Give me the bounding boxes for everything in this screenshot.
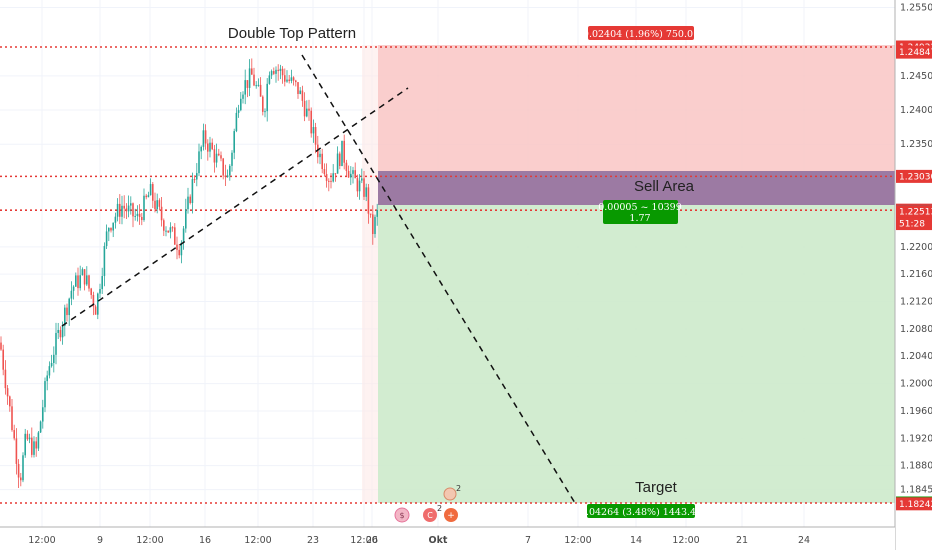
time-tick-0: 12:00 <box>28 535 55 546</box>
price-tick-4: 1.22000 <box>900 242 932 253</box>
time-tick-2: 12:00 <box>136 535 163 546</box>
svg-text:$: $ <box>399 511 404 520</box>
target-zone[interactable] <box>378 205 895 503</box>
time-tick-4: 12:00 <box>244 535 271 546</box>
target-label: Target <box>635 479 678 496</box>
price-axis[interactable]: 1.25500 1.24500 1.24000 1.23500 1.22000 1.216… <box>894 0 932 550</box>
neckline-support-line[interactable] <box>61 87 409 327</box>
price-tag-bg-8 <box>896 497 932 511</box>
price-tick-8: 1.20400 <box>900 351 932 362</box>
time-tick-3: 16 <box>199 535 211 546</box>
time-tick-5: 23 <box>307 535 319 546</box>
pattern-trendlines[interactable] <box>61 54 576 504</box>
price-axis-tags: 1.249221.248471.230301.225361.225181.225… <box>896 40 932 511</box>
time-tick-8: Okt <box>429 535 448 546</box>
price-tick-2: 1.24000 <box>900 105 932 116</box>
target-stats: 0.04264 (3.48%) 1443.41 <box>580 507 702 518</box>
news-event-badge: 2 <box>456 484 461 493</box>
price-tag-1: 1.24847 <box>899 48 932 58</box>
stop-loss-zone[interactable] <box>378 45 895 171</box>
entry-stats-line1: 0.00005 ~ 10399 <box>598 202 682 213</box>
price-tag-bg-1 <box>896 45 932 59</box>
price-tick-1: 1.24500 <box>900 71 932 82</box>
price-tag-bg-2 <box>896 169 932 183</box>
price-tick-11: 1.19200 <box>900 433 932 444</box>
time-tick-1: 9 <box>97 535 103 546</box>
time-tick-13: 21 <box>736 535 748 546</box>
time-tick-11: 14 <box>630 535 642 546</box>
news-event-icon[interactable]: 2 <box>443 484 461 501</box>
time-tick-10: 12:00 <box>564 535 591 546</box>
plus-event-icon[interactable]: + <box>444 508 458 522</box>
stop-loss-stats-box[interactable]: 0.02404 (1.96%) 750.01 <box>583 26 699 40</box>
svg-text:+: + <box>447 511 455 521</box>
price-tick-7: 1.20800 <box>900 324 932 335</box>
time-tick-14: 24 <box>798 535 810 546</box>
entry-stats-line2: 1.77 <box>629 213 650 224</box>
price-tag-bg-5 <box>896 205 932 219</box>
price-tag-6: 51:28 <box>899 220 925 230</box>
price-level-lines <box>0 46 895 504</box>
time-tick-6: 12:00 <box>350 535 377 546</box>
flag-event-icon[interactable]: C 2 <box>423 504 442 522</box>
event-markers[interactable]: $ C 2 + 2 <box>394 484 461 523</box>
price-tag-bg-6 <box>896 217 932 231</box>
price-tag-5: 1.22513 <box>899 208 932 218</box>
stop-loss-stats: 0.02404 (1.96%) 750.01 <box>583 29 699 40</box>
price-tick-5: 1.21600 <box>900 269 932 280</box>
price-tick-0: 1.25500 <box>900 2 932 13</box>
price-tick-12: 1.18800 <box>900 461 932 472</box>
pattern-title: Double Top Pattern <box>228 25 356 42</box>
sell-area-label: Sell Area <box>634 178 695 195</box>
price-tick-6: 1.21200 <box>900 297 932 308</box>
price-tick-10: 1.19600 <box>900 406 932 417</box>
time-tick-12: 12:00 <box>672 535 699 546</box>
svg-text:C: C <box>427 511 433 520</box>
time-tick-9: 7 <box>525 535 531 546</box>
flag-event-badge: 2 <box>437 504 442 513</box>
dollar-event-icon[interactable]: $ <box>394 507 410 523</box>
price-axis-ticks: 1.25500 1.24500 1.24000 1.23500 1.22000 1.216… <box>900 2 932 495</box>
time-tick-7: 26 <box>366 535 378 546</box>
price-tick-13: 1.18450 <box>900 485 932 496</box>
price-tick-3: 1.23500 <box>900 139 932 150</box>
price-tag-8: 1.18242 <box>899 500 932 510</box>
entry-stats-box[interactable]: 0.00005 ~ 10399 1.77 <box>598 200 682 224</box>
price-tick-9: 1.20000 <box>900 379 932 390</box>
candlestick-series <box>0 58 378 489</box>
price-tag-2: 1.23030 <box>899 172 932 182</box>
target-stats-box[interactable]: 0.04264 (3.48%) 1443.41 <box>580 504 702 518</box>
